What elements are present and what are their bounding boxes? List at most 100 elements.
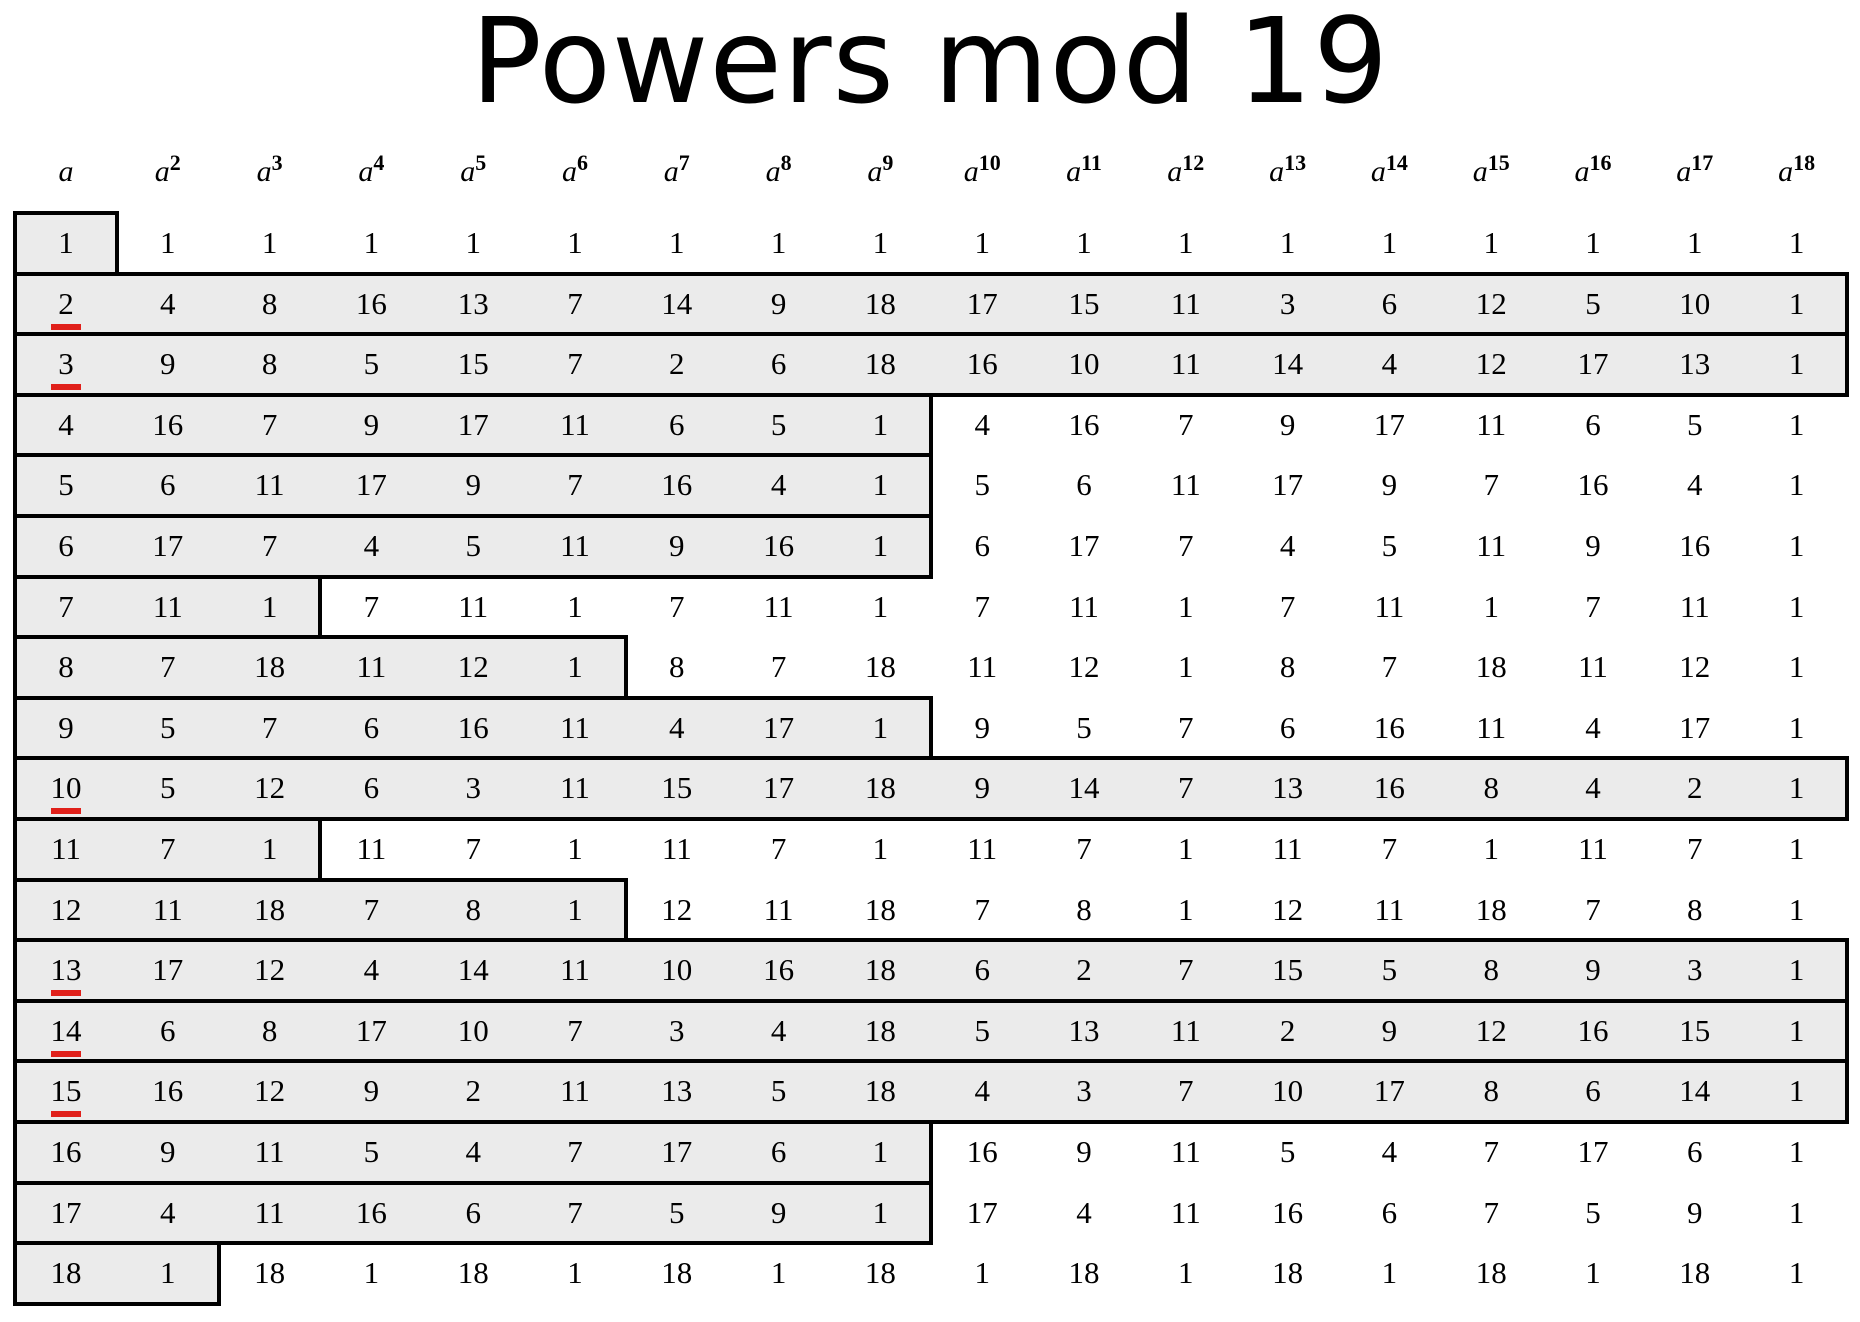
table-cell: 1: [58, 225, 74, 260]
table-cell: 5: [974, 1012, 990, 1048]
column-header: a6: [524, 152, 626, 189]
table-cell: 1: [1788, 1012, 1805, 1048]
table-cell: 2: [465, 1073, 481, 1109]
table-cell: 14: [1679, 1073, 1711, 1109]
table-cell: 6: [974, 528, 990, 563]
table-cell: 1: [567, 649, 583, 685]
header-base: a: [1574, 155, 1590, 188]
table-cell: 11: [763, 891, 794, 927]
table-cell: 18: [1679, 1255, 1711, 1291]
table-cell: 11: [254, 1134, 285, 1169]
table-cell: 12: [661, 891, 693, 927]
table-cell: 9: [669, 528, 685, 563]
table-cell: 17: [1577, 1134, 1609, 1169]
table-cell: 4: [1076, 1194, 1092, 1230]
table-cell: 3: [465, 770, 481, 806]
table-cell: 9: [1381, 1012, 1398, 1048]
table-cell: 17: [763, 709, 795, 745]
order-band: [13, 756, 1850, 821]
table-cell: 11: [560, 709, 590, 745]
table-cell: 14: [50, 1012, 82, 1048]
table-cell: 18: [254, 1255, 286, 1291]
table-cell: 10: [1068, 346, 1100, 382]
table-cell: 6: [770, 346, 787, 382]
table-cell: 8: [1483, 952, 1499, 988]
table-cell: 4: [770, 467, 787, 503]
table-cell: 12: [1272, 891, 1304, 927]
column-header: a18: [1746, 152, 1848, 189]
table-cell: 10: [50, 770, 82, 806]
table-cell: 6: [465, 1194, 481, 1230]
table-cell: 1: [872, 406, 889, 442]
table-cell: 5: [1381, 528, 1398, 563]
table-cell: 7: [160, 831, 176, 866]
table-cell: 13: [661, 1073, 693, 1109]
column-header: a2: [117, 152, 219, 189]
column-header: a7: [626, 152, 728, 189]
table-cell: 10: [457, 1012, 489, 1048]
table-cell: 8: [465, 891, 481, 927]
table-cell: 1: [465, 225, 481, 260]
table-cell: 1: [1279, 225, 1296, 260]
table-cell: 11: [560, 952, 590, 988]
order-band: [13, 817, 323, 882]
table-cell: 16: [1577, 467, 1609, 503]
table-cell: 7: [974, 588, 990, 624]
table-cell: 1: [261, 588, 278, 624]
table-cell: 11: [560, 528, 590, 563]
table-cell: 1: [261, 831, 278, 866]
table-cell: 18: [1475, 891, 1507, 927]
table-cell: 1: [1788, 285, 1805, 321]
table-cell: 16: [1373, 770, 1405, 806]
table-cell: 1: [567, 225, 583, 260]
header-exponent: 16: [1589, 150, 1612, 175]
table-cell: 12: [1068, 649, 1100, 685]
table-cell: 7: [567, 346, 583, 382]
table-cell: 11: [356, 831, 387, 866]
table-cell: 9: [363, 1073, 380, 1109]
header-base: a: [358, 155, 374, 188]
table-cell: 1: [974, 1255, 990, 1291]
table-cell: 16: [1373, 709, 1405, 745]
table-cell: 1: [1788, 1255, 1805, 1291]
table-cell: 4: [160, 1194, 176, 1230]
table-cell: 16: [152, 406, 184, 442]
table-cell: 4: [770, 1012, 787, 1048]
column-header: a16: [1542, 152, 1644, 189]
header-base: a: [154, 155, 170, 188]
table-cell: 7: [770, 649, 787, 685]
table-cell: 7: [1585, 891, 1601, 927]
table-cell: 11: [458, 588, 489, 624]
table-cell: 11: [1374, 891, 1405, 927]
table-cell: 16: [1272, 1194, 1304, 1230]
header-exponent: 9: [882, 150, 894, 175]
table-cell: 1: [1483, 831, 1499, 866]
table-cell: 9: [160, 346, 176, 382]
table-cell: 11: [1578, 831, 1608, 866]
table-cell: 16: [50, 1134, 82, 1169]
table-cell: 11: [1170, 285, 1201, 321]
table-cell: 8: [1279, 649, 1296, 685]
table-cell: 7: [1483, 1194, 1499, 1230]
table-cell: 6: [1687, 1134, 1703, 1169]
table-cell: 16: [152, 1073, 184, 1109]
table-cell: 13: [457, 285, 489, 321]
table-cell: 3: [1687, 952, 1703, 988]
table-cell: 17: [1373, 1073, 1405, 1109]
table-cell: 6: [160, 1012, 176, 1048]
header-exponent: 13: [1284, 150, 1307, 175]
table-cell: 7: [1178, 406, 1194, 442]
table-cell: 9: [974, 709, 990, 745]
table-cell: 1: [1788, 891, 1805, 927]
table-cell: 1: [1788, 588, 1805, 624]
table-cell: 17: [50, 1194, 82, 1230]
table-cell: 1: [567, 1255, 583, 1291]
order-band: [13, 1241, 221, 1306]
table-cell: 4: [1585, 770, 1601, 806]
table-cell: 1: [1788, 1194, 1805, 1230]
table-cell: 3: [1279, 285, 1296, 321]
table-cell: 12: [50, 891, 82, 927]
table-cell: 1: [1788, 709, 1805, 745]
table-cell: 9: [1076, 1134, 1092, 1169]
header-base: a: [867, 155, 883, 188]
